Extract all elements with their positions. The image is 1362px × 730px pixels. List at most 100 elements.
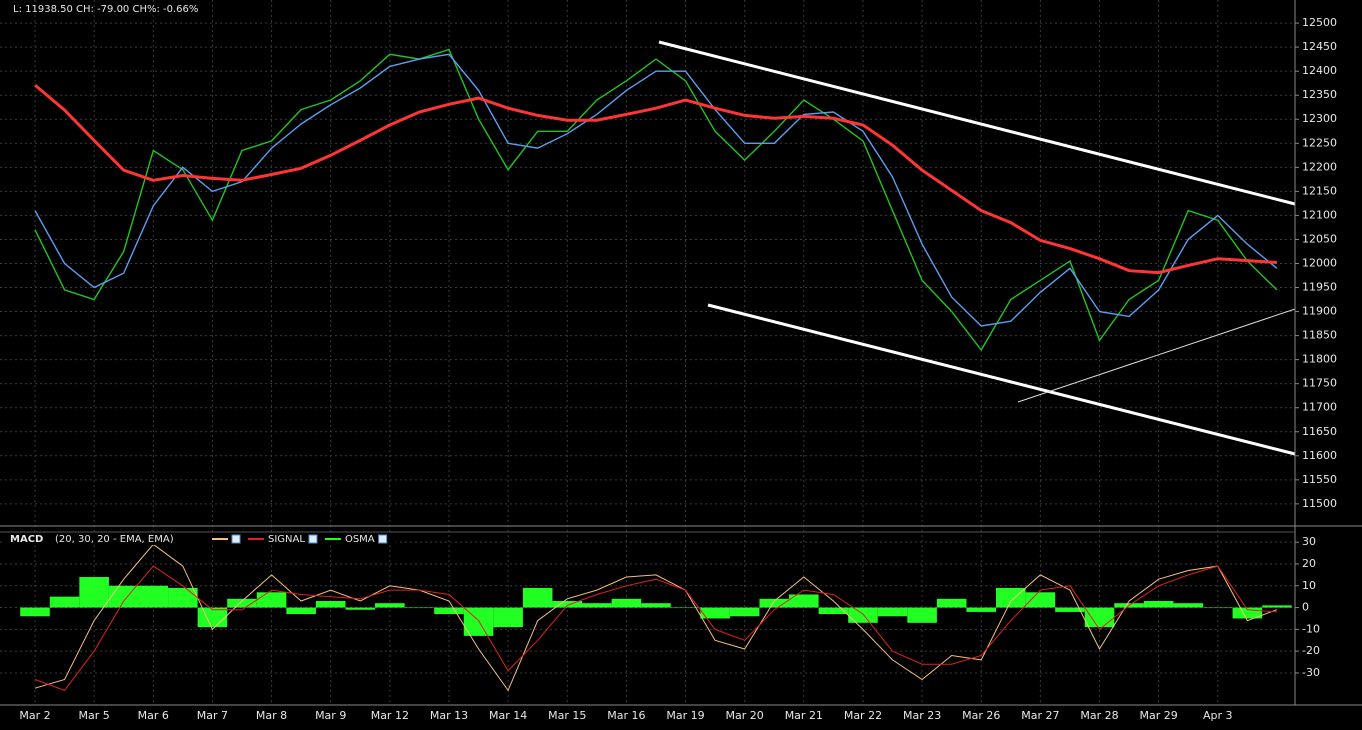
x-tick-label: Mar 28 (1080, 709, 1118, 722)
osma-bar (79, 577, 109, 608)
x-tick-label: Mar 23 (903, 709, 941, 722)
x-tick-label: Mar 14 (489, 709, 527, 722)
osma-bar (759, 598, 790, 608)
x-tick-label: Mar 7 (197, 709, 228, 722)
y-tick-label: 12250 (1302, 136, 1337, 149)
legend-label: SIGNAL (268, 534, 305, 545)
y-tick-label: 11750 (1302, 377, 1337, 390)
x-tick-label: Mar 12 (371, 709, 409, 722)
legend-title: MACD (10, 534, 43, 545)
y-tick-label: 12100 (1302, 208, 1337, 221)
x-tick-label: Mar 16 (607, 709, 645, 722)
osma-bar (345, 607, 376, 610)
osma-bar (582, 603, 612, 608)
x-tick-label: Mar 26 (962, 709, 1000, 722)
osma-bar (936, 598, 967, 608)
osma-bar (700, 607, 730, 619)
legend-checkbox[interactable] (308, 534, 318, 544)
y-tick-label: 11850 (1302, 329, 1337, 342)
x-tick-label: Mar 22 (844, 709, 882, 722)
osma-bar (877, 607, 908, 617)
osma-bar (493, 607, 523, 628)
osma-bar (168, 587, 198, 608)
y-tick-label: -30 (1302, 666, 1320, 679)
x-tick-label: Mar 29 (1140, 709, 1178, 722)
osma-bar (404, 607, 435, 609)
y-tick-label: 12400 (1302, 64, 1337, 77)
osma-bar (375, 603, 405, 608)
x-tick-label: Mar 15 (548, 709, 586, 722)
y-tick-label: 11700 (1302, 401, 1337, 414)
osma-bar (108, 585, 139, 608)
y-tick-label: 11900 (1302, 305, 1337, 318)
legend-subtitle: (20, 30, 20 - EMA, EMA) (55, 534, 174, 545)
y-tick-label: 11550 (1302, 473, 1337, 486)
trend-line (658, 40, 1296, 206)
osma-bar (522, 587, 553, 608)
macd-line (34, 565, 1277, 691)
osma-bar (907, 607, 937, 623)
legend-label: OSMA (345, 534, 375, 545)
osma-bar (818, 607, 849, 615)
status-text: L: 11938.50 CH: -79.00 CH%: -0.66% (13, 4, 198, 15)
osma-bar (789, 594, 819, 608)
x-tick-label: Mar 5 (79, 709, 110, 722)
macd-line (34, 543, 1278, 692)
legend-checkbox[interactable] (378, 534, 388, 544)
x-tick-label: Mar 27 (1021, 709, 1059, 722)
y-tick-label: 12200 (1302, 160, 1337, 173)
y-tick-label: 12300 (1302, 112, 1337, 125)
osma-bar (1084, 607, 1115, 628)
x-tick-label: Mar 8 (256, 709, 287, 722)
osma-bar (1025, 592, 1056, 608)
legend-checkbox[interactable] (231, 534, 241, 544)
y-tick-label: 12350 (1302, 88, 1337, 101)
y-tick-label: 11500 (1302, 497, 1337, 510)
osma-bar (286, 607, 316, 615)
y-tick-label: 10 (1302, 579, 1316, 592)
y-tick-label: 11650 (1302, 425, 1337, 438)
osma-bar (641, 603, 671, 608)
osma-bar (197, 607, 228, 628)
y-tick-label: 20 (1302, 557, 1316, 570)
y-tick-label: 30 (1302, 535, 1316, 548)
y-tick-label: -20 (1302, 644, 1320, 657)
osma-bar (848, 607, 878, 623)
price-line (34, 48, 1278, 352)
x-tick-label: Apr 3 (1203, 709, 1233, 722)
osma-bar (1232, 607, 1263, 619)
price-line (34, 83, 1277, 275)
osma-bar (434, 607, 464, 615)
x-tick-label: Mar 19 (666, 709, 704, 722)
y-tick-label: 12150 (1302, 184, 1337, 197)
osma-bar (552, 601, 583, 608)
y-tick-label: -10 (1302, 622, 1320, 635)
x-tick-label: Mar 6 (138, 709, 169, 722)
y-tick-label: 0 (1302, 601, 1309, 614)
osma-bar (729, 607, 760, 617)
osma-bar (1262, 605, 1292, 608)
y-tick-label: 12000 (1302, 256, 1337, 269)
x-tick-label: Mar 2 (19, 709, 50, 722)
x-tick-label: Mar 9 (315, 709, 346, 722)
y-tick-label: 11600 (1302, 449, 1337, 462)
y-tick-label: 12050 (1302, 232, 1337, 245)
osma-bar (20, 607, 50, 617)
osma-bar (996, 587, 1026, 608)
osma-bar (315, 601, 346, 608)
osma-bar (227, 598, 257, 608)
osma-bar (611, 598, 642, 608)
y-tick-label: 12500 (1302, 16, 1337, 29)
osma-bar (138, 585, 169, 608)
osma-bar (49, 596, 80, 608)
y-tick-label: 11950 (1302, 281, 1337, 294)
osma-bar (1203, 607, 1233, 609)
osma-bar (1173, 603, 1204, 608)
x-tick-label: Mar 20 (726, 709, 764, 722)
osma-bar (1143, 601, 1174, 608)
y-tick-label: 12450 (1302, 40, 1337, 53)
osma-bar (670, 607, 701, 609)
x-tick-label: Mar 13 (430, 709, 468, 722)
osma-bar (256, 592, 287, 608)
